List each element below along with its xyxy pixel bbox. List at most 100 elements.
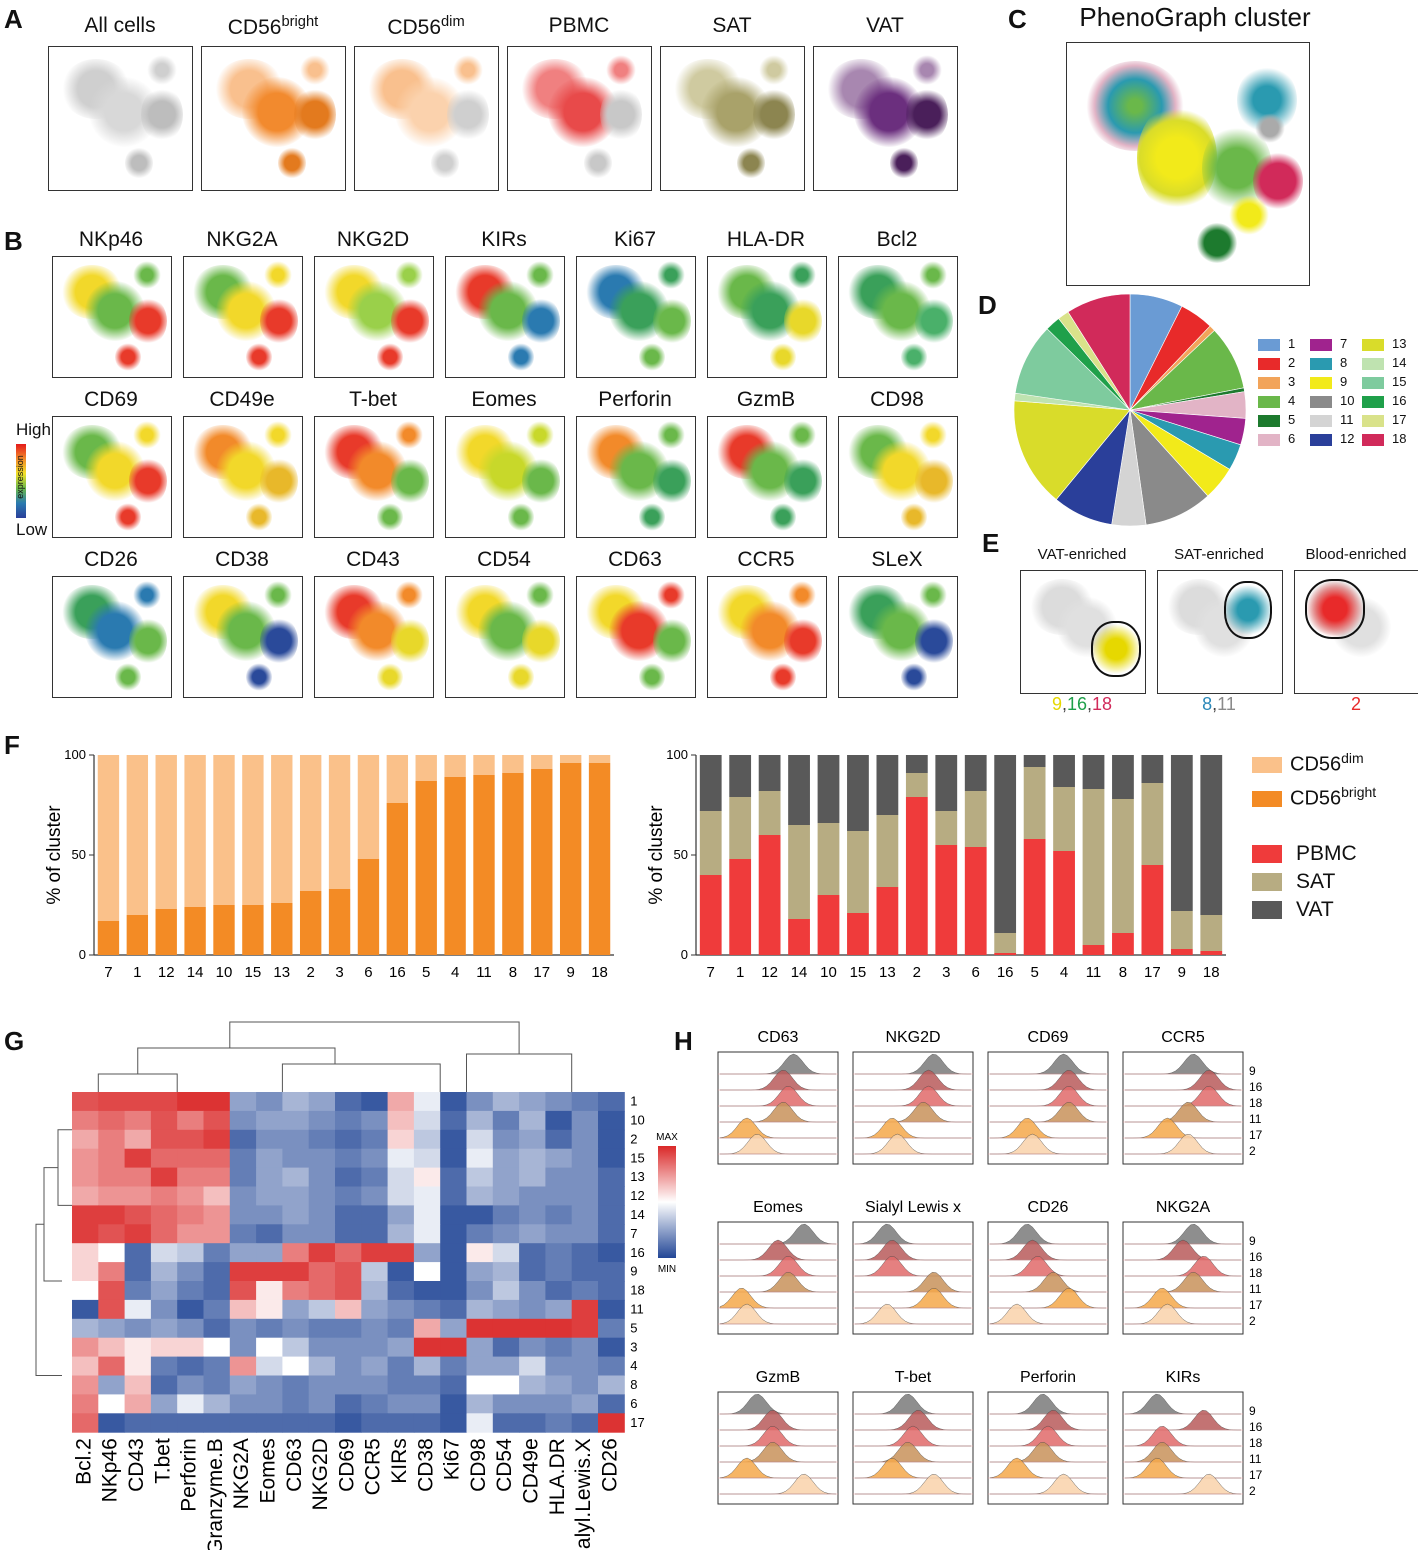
heatmap-cell <box>308 1186 336 1206</box>
tsne-region <box>915 617 953 665</box>
bar-CD56dim-16 <box>386 755 409 803</box>
heatmap-cell <box>177 1224 204 1244</box>
tsne-region <box>377 503 403 531</box>
caption-cluster-id: 11 <box>1217 694 1236 714</box>
panel-label-c: C <box>1008 4 1027 34</box>
tsne-region <box>246 663 272 691</box>
heatmap-cell <box>598 1092 625 1112</box>
panel-a-title-text: VAT <box>866 14 904 37</box>
heatmap-cell <box>177 1375 204 1395</box>
heatmap-cell <box>124 1167 152 1187</box>
heatmap-cell <box>492 1299 520 1320</box>
heatmap-cell <box>124 1186 152 1206</box>
heatmap-cell <box>519 1299 546 1320</box>
pie-legend-label: 12 <box>1340 431 1355 446</box>
panel-f-legend-item: VAT <box>1252 898 1334 922</box>
bar-CD56dim-17 <box>531 755 553 769</box>
heatmap-cell <box>440 1243 467 1263</box>
tsne-region <box>260 457 298 505</box>
bar-VAT-6 <box>964 755 987 791</box>
heatmap-cell <box>440 1413 467 1433</box>
tsne-region <box>431 147 459 179</box>
heatmap-cell <box>229 1148 257 1169</box>
heatmap-cell <box>256 1262 283 1282</box>
histogram-row-label: 9 <box>1249 1404 1256 1418</box>
heatmap-cell <box>492 1281 520 1301</box>
heatmap-cell <box>466 1167 494 1187</box>
tsne-region <box>784 617 822 665</box>
x-tick-label: 14 <box>791 964 808 981</box>
heatmap-cell <box>72 1205 99 1225</box>
heatmap-cell <box>545 1356 573 1376</box>
heatmap-cell <box>361 1262 389 1282</box>
bar-CD56bright-4 <box>444 777 466 955</box>
tsne-region <box>453 55 483 85</box>
heatmap-cell <box>466 1092 494 1112</box>
heatmap-cell <box>519 1413 546 1433</box>
heatmap-cell <box>98 1092 126 1112</box>
bar-CD56bright-8 <box>502 773 524 955</box>
tsne-region <box>770 663 796 691</box>
bar-CD56bright-16 <box>386 803 409 955</box>
heatmap-cell <box>229 1318 257 1339</box>
pie-legend-swatch <box>1258 357 1280 370</box>
tsne-region <box>395 421 423 449</box>
panel-b-tsne-plot <box>576 256 696 378</box>
legend-swatch <box>1252 791 1282 808</box>
pie-legend-item: 11 <box>1310 412 1354 427</box>
tsne-region <box>377 343 403 371</box>
heatmap-cell <box>387 1092 415 1112</box>
heatmap-cell <box>361 1243 389 1263</box>
cd56-stacked-bar-chart: 0 50 100 % of cluster 7 1 12 14 10 15 13 2 3 6 16 5 4 11 8… <box>44 747 614 981</box>
histogram-marker-title: NKG2A <box>1156 1199 1211 1216</box>
heatmap-cell <box>150 1262 178 1282</box>
heatmap-cell <box>519 1394 546 1414</box>
heatmap-cell <box>492 1318 520 1339</box>
heatmap-cell <box>177 1413 204 1433</box>
heatmap-row-label: 2 <box>630 1131 637 1146</box>
bar-CD56dim-7 <box>97 755 120 921</box>
bar-CD56bright-7 <box>97 921 120 955</box>
heatmap-cell <box>98 1337 126 1358</box>
heatmap-cell <box>203 1337 231 1358</box>
heatmap-cell <box>282 1413 310 1433</box>
bar-CD56bright-1 <box>126 915 149 955</box>
heatmap-cell <box>545 1394 573 1414</box>
pie-legend-label: 6 <box>1288 431 1296 446</box>
heatmap-cell <box>466 1356 494 1376</box>
heatmap-cell <box>203 1205 231 1225</box>
heatmap-cell <box>308 1262 336 1282</box>
bar-VAT-3 <box>935 755 958 811</box>
heatmap-cell <box>282 1167 310 1187</box>
heatmap-cell <box>229 1110 257 1131</box>
heatmap-cell <box>519 1129 546 1150</box>
x-tick-label: 8 <box>509 964 517 981</box>
tsne-region <box>915 457 953 505</box>
pie-legend-item: 15 <box>1362 374 1406 389</box>
panel-b-marker-title: Bcl2 <box>876 228 918 251</box>
heatmap-cell <box>335 1262 362 1282</box>
row-dendrogram-branch <box>43 1167 62 1282</box>
heatmap-cell <box>150 1337 178 1358</box>
x-tick-label: 13 <box>273 964 290 981</box>
histogram-marker-title: Perforin <box>1020 1369 1076 1386</box>
tsne-region <box>508 343 534 371</box>
bar-PBMC-2 <box>905 797 928 955</box>
tsne-region <box>133 261 161 289</box>
pie-legend-swatch <box>1258 338 1280 351</box>
heatmap-cell <box>282 1129 310 1150</box>
pie-legend-swatch <box>1310 376 1332 389</box>
panel-b-tsne-plot <box>707 416 827 538</box>
tsne-region <box>395 581 423 609</box>
heatmap-cell <box>98 1110 126 1131</box>
heatmap-cell <box>387 1148 415 1169</box>
x-tick-label: 8 <box>1119 964 1127 981</box>
heatmap-cell <box>519 1148 546 1169</box>
tsne-region <box>395 261 423 289</box>
tsne-region <box>788 261 816 289</box>
tsne-region <box>906 87 948 142</box>
pie-legend-label: 5 <box>1288 412 1296 427</box>
x-tick-label: 9 <box>1178 964 1186 981</box>
bar-PBMC-8 <box>1112 933 1134 955</box>
heatmap-cell <box>150 1092 178 1112</box>
